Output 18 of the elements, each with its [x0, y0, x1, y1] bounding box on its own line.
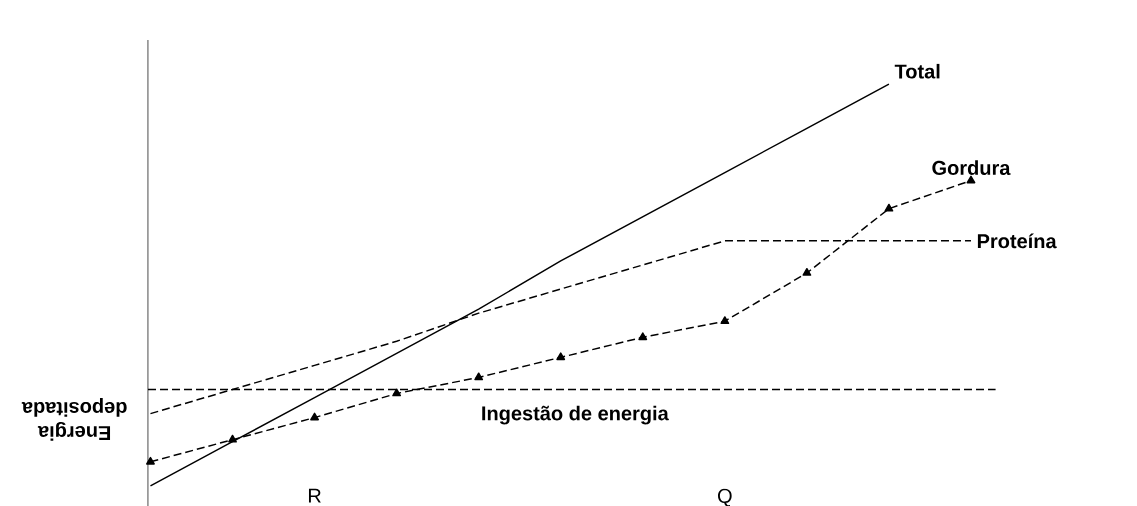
y-axis-title: Energia depositada [21, 398, 127, 441]
x-axis-title: Ingestão de energia [482, 405, 669, 425]
point [146, 456, 155, 465]
point [966, 175, 976, 184]
series-label: Gordura [932, 160, 1011, 175]
series-label: Total [894, 63, 940, 79]
point [720, 316, 730, 325]
point [638, 332, 648, 341]
point [310, 412, 320, 421]
series-label: Proteína [977, 233, 1057, 249]
point [802, 267, 812, 276]
point [228, 434, 237, 443]
x-tick-label: Q [717, 488, 732, 506]
point [556, 352, 566, 361]
x-tick-label: R [308, 488, 321, 503]
point [392, 388, 402, 397]
point [884, 203, 894, 212]
point [474, 372, 484, 381]
